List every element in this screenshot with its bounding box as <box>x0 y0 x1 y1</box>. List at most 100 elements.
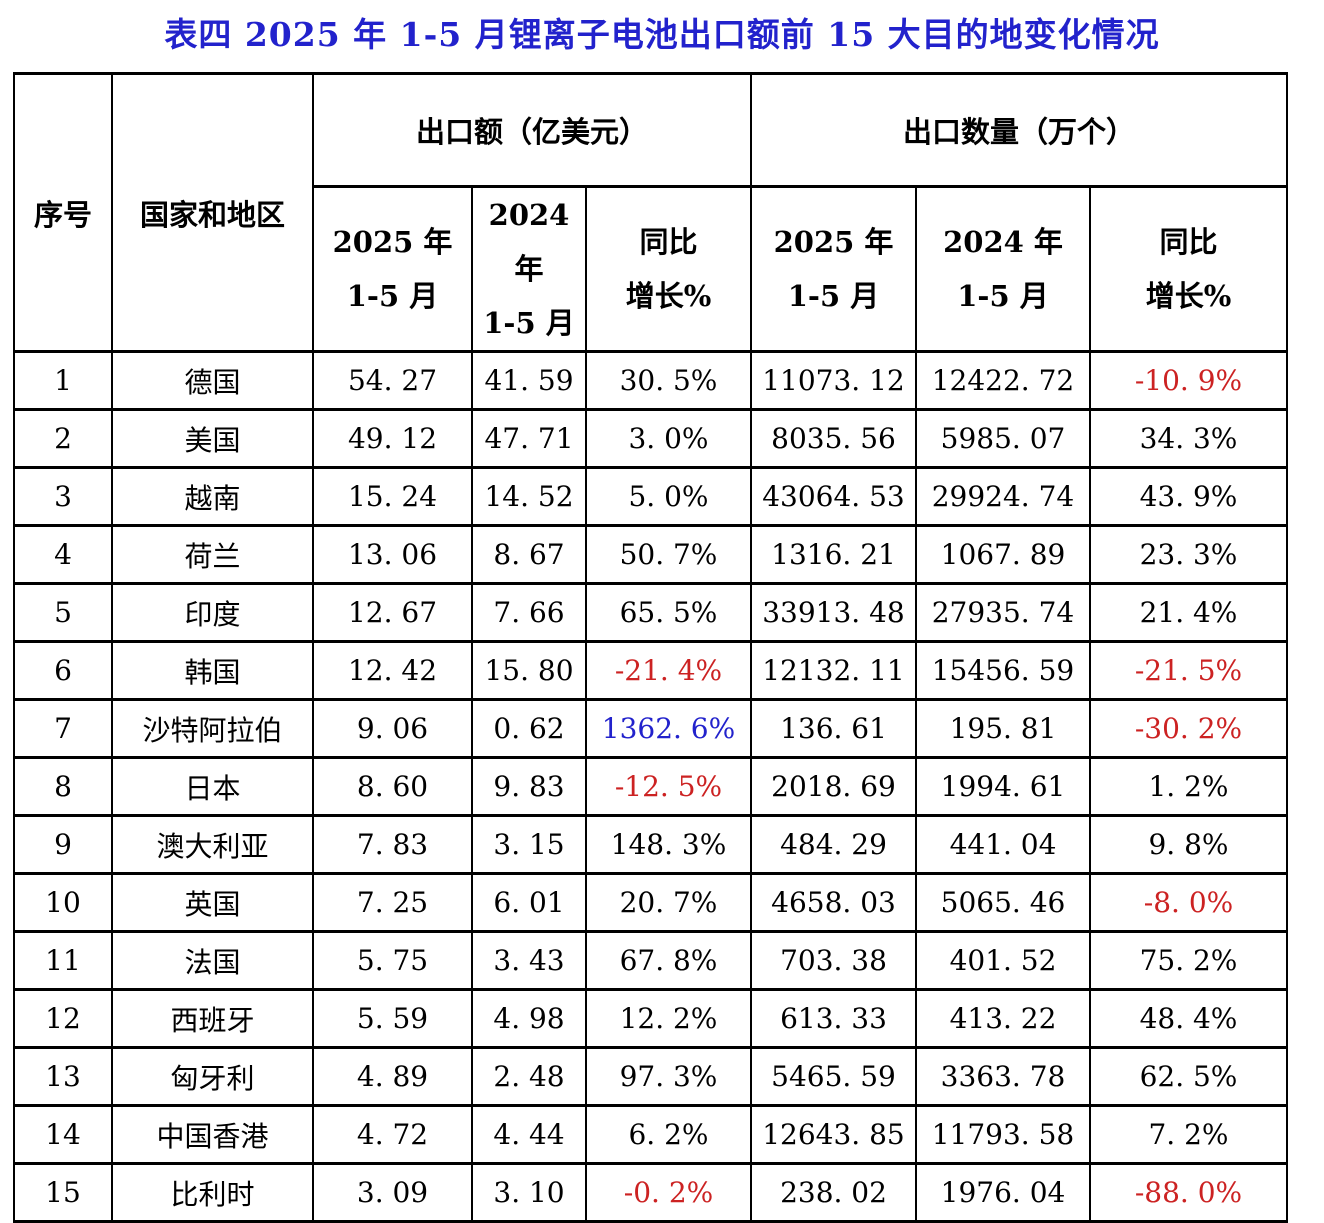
cell-qty-2024: 27935. 74 <box>915 582 1091 643</box>
header-value-2025-line2: 1-5 月 <box>346 279 439 313</box>
cell-no: 14 <box>13 1104 113 1165</box>
cell-value-2024: 47. 71 <box>471 408 587 469</box>
cell-value-yoy: 97. 3% <box>585 1046 752 1107</box>
cell-qty-2025: 484. 29 <box>750 814 917 875</box>
header-group-row: 序号 国家和地区 出口额（亿美元） 出口数量（万个） <box>13 72 1288 353</box>
cell-qty-2025: 43064. 53 <box>750 466 917 527</box>
cell-country: 法国 <box>111 930 314 991</box>
cell-qty-2025: 8035. 56 <box>750 408 917 469</box>
cell-country: 荷兰 <box>111 524 314 585</box>
table-row: 10 英国 7. 25 6. 01 20. 7% 4658. 03 5065. … <box>13 872 1288 933</box>
cell-qty-2025: 33913. 48 <box>750 582 917 643</box>
cell-value-yoy: 1362. 6% <box>585 698 752 759</box>
table-row: 4 荷兰 13. 06 8. 67 50. 7% 1316. 21 1067. … <box>13 524 1288 585</box>
cell-qty-yoy: -21. 5% <box>1089 640 1288 701</box>
cell-value-yoy: 67. 8% <box>585 930 752 991</box>
cell-qty-2024: 29924. 74 <box>915 466 1091 527</box>
table-row: 2 美国 49. 12 47. 71 3. 0% 8035. 56 5985. … <box>13 408 1288 469</box>
table-row: 11 法国 5. 75 3. 43 67. 8% 703. 38 401. 52… <box>13 930 1288 991</box>
cell-qty-2025: 12132. 11 <box>750 640 917 701</box>
cell-qty-yoy: 43. 9% <box>1089 466 1288 527</box>
header-value-2024-line1: 2024 年 <box>488 198 570 286</box>
table-row: 6 韩国 12. 42 15. 80 -21. 4% 12132. 11 154… <box>13 640 1288 701</box>
cell-value-2024: 8. 67 <box>471 524 587 585</box>
cell-value-yoy: -0. 2% <box>585 1162 752 1223</box>
cell-value-yoy: 3. 0% <box>585 408 752 469</box>
cell-qty-2024: 12422. 72 <box>915 350 1091 411</box>
cell-qty-yoy: -10. 9% <box>1089 350 1288 411</box>
header-value-yoy-line2: 增长% <box>625 279 712 313</box>
cell-qty-2024: 413. 22 <box>915 988 1091 1049</box>
header-sub-row: 2025 年 1-5 月 2024 年 1-5 月 同比 增长% 2025 年 1-5 … <box>14 185 1288 353</box>
cell-no: 10 <box>13 872 113 933</box>
header-qty-2024: 2024 年 1-5 月 <box>915 185 1091 353</box>
table-row: 5 印度 12. 67 7. 66 65. 5% 33913. 48 27935… <box>13 582 1288 643</box>
cell-value-2025: 8. 60 <box>312 756 473 817</box>
cell-qty-2024: 1994. 61 <box>915 756 1091 817</box>
cell-value-yoy: 50. 7% <box>585 524 752 585</box>
cell-value-2025: 3. 09 <box>312 1162 473 1223</box>
cell-qty-yoy: -8. 0% <box>1089 872 1288 933</box>
cell-qty-2024: 1067. 89 <box>915 524 1091 585</box>
table-row: 7 沙特阿拉伯 9. 06 0. 62 1362. 6% 136. 61 195… <box>13 698 1288 759</box>
cell-value-2024: 3. 10 <box>471 1162 587 1223</box>
cell-no: 3 <box>13 466 113 527</box>
cell-value-yoy: -12. 5% <box>585 756 752 817</box>
cell-value-2025: 12. 67 <box>312 582 473 643</box>
cell-value-2024: 41. 59 <box>471 350 587 411</box>
header-value-yoy: 同比增长% <box>585 185 752 353</box>
header-value-2024: 2024 年 1-5 月 <box>471 185 587 353</box>
header-qty-2024-line1: 2024 年 <box>943 225 1063 259</box>
cell-qty-yoy: 34. 3% <box>1089 408 1288 469</box>
cell-value-yoy: 20. 7% <box>585 872 752 933</box>
header-col-country: 国家和地区 <box>111 72 314 353</box>
cell-qty-2024: 15456. 59 <box>915 640 1091 701</box>
cell-qty-2024: 1976. 04 <box>915 1162 1091 1223</box>
cell-value-yoy: 12. 2% <box>585 988 752 1049</box>
cell-value-2024: 3. 43 <box>471 930 587 991</box>
cell-no: 5 <box>13 582 113 643</box>
cell-no: 15 <box>13 1162 113 1223</box>
cell-country: 比利时 <box>111 1162 314 1223</box>
cell-value-2025: 5. 59 <box>312 988 473 1049</box>
table-row: 14 中国香港 4. 72 4. 44 6. 2% 12643. 85 1179… <box>13 1104 1288 1165</box>
cell-value-2024: 2. 48 <box>471 1046 587 1107</box>
cell-no: 13 <box>13 1046 113 1107</box>
data-table: 序号 国家和地区 出口额（亿美元） 出口数量（万个） 2025 年 1-5 月 2… <box>13 72 1288 1223</box>
cell-no: 7 <box>13 698 113 759</box>
cell-value-2025: 49. 12 <box>312 408 473 469</box>
cell-value-2025: 54. 27 <box>312 350 473 411</box>
cell-value-2024: 14. 52 <box>471 466 587 527</box>
cell-country: 日本 <box>111 756 314 817</box>
cell-qty-yoy: 7. 2% <box>1089 1104 1288 1165</box>
cell-qty-2025: 1316. 21 <box>750 524 917 585</box>
header-qty-2025-line2: 1-5 月 <box>787 279 880 313</box>
cell-qty-yoy: 9. 8% <box>1089 814 1288 875</box>
header-qty-yoy-line1: 同比 <box>1159 225 1218 259</box>
header-qty-yoy: 同比 增长% <box>1089 185 1288 353</box>
cell-qty-2025: 4658. 03 <box>750 872 917 933</box>
table-row: 1 德国 54. 27 41. 59 30. 5% 11073. 12 1242… <box>13 350 1288 411</box>
cell-qty-2024: 5065. 46 <box>915 872 1091 933</box>
cell-qty-yoy: 23. 3% <box>1089 524 1288 585</box>
cell-value-2024: 7. 66 <box>471 582 587 643</box>
cell-value-yoy: 30. 5% <box>585 350 752 411</box>
header-qty-2024-line2: 1-5 月 <box>957 279 1049 313</box>
cell-no: 2 <box>13 408 113 469</box>
header-value-yoy-line1: 同比 <box>639 225 698 259</box>
cell-value-2025: 4. 72 <box>312 1104 473 1165</box>
cell-qty-2024: 11793. 58 <box>915 1104 1091 1165</box>
header-qty-2025-line1: 2025 年 <box>773 225 894 259</box>
cell-qty-2025: 2018. 69 <box>750 756 917 817</box>
cell-qty-yoy: 1. 2% <box>1089 756 1288 817</box>
cell-value-2024: 4. 44 <box>471 1104 587 1165</box>
cell-qty-2025: 12643. 85 <box>750 1104 917 1165</box>
table-row: 13 匈牙利 4. 89 2. 48 97. 3% 5465. 59 3363.… <box>13 1046 1288 1107</box>
cell-value-yoy: 5. 0% <box>585 466 752 527</box>
cell-qty-yoy: 21. 4% <box>1089 582 1288 643</box>
cell-qty-yoy: -30. 2% <box>1089 698 1288 759</box>
cell-value-2025: 7. 83 <box>312 814 473 875</box>
cell-no: 1 <box>13 350 113 411</box>
cell-qty-yoy: 62. 5% <box>1089 1046 1288 1107</box>
table-row: 9 澳大利亚 7. 83 3. 15 148. 3% 484. 29 441. … <box>13 814 1288 875</box>
